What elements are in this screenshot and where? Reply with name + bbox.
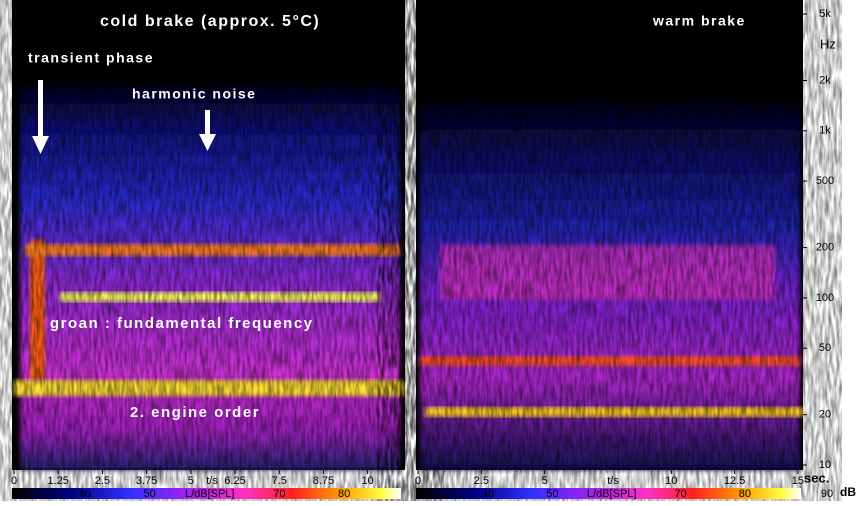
colorbar: [12, 488, 401, 499]
annotation: harmonic noise: [132, 86, 256, 102]
annotation: 2. engine order: [130, 404, 260, 421]
colorbar-tick-label: 90: [821, 488, 833, 500]
y-tick-label: 2k: [819, 74, 831, 86]
colorbar-tick-label: 50: [144, 488, 156, 500]
x-unit: sec.: [804, 470, 829, 485]
y-tick-label: 500: [816, 175, 834, 187]
spectrogram-left: [12, 0, 405, 470]
colorbar-tick-label: 40: [79, 488, 91, 500]
colorbar-tick-label: 80: [739, 488, 751, 500]
x-tick-label: 5: [188, 475, 194, 487]
y-tick-label: 100: [816, 292, 834, 304]
colorbar-tick-label: 30: [14, 488, 26, 500]
y-tick-label: 1k: [819, 125, 831, 137]
colorbar-tick-label: 30: [418, 488, 430, 500]
x-tick-label: 3.75: [136, 475, 157, 487]
x-tick-label: 12.5: [724, 475, 745, 487]
x-tick-label: 10: [362, 475, 374, 487]
colorbar-tick-label: 50: [546, 488, 558, 500]
title: cold brake (approx. 5°C): [100, 13, 320, 30]
y-tick-label: 5k: [819, 8, 831, 20]
y-tick-label: 50: [819, 342, 831, 354]
colorbar-tick-label: 80: [338, 488, 350, 500]
c-unit: dB: [840, 485, 856, 499]
x-axis-label: t/s: [206, 475, 218, 487]
y-tick-label: 10: [819, 459, 831, 471]
spectrogram-right: [416, 0, 803, 470]
title: warm brake: [652, 13, 746, 29]
arrows: [32, 80, 216, 154]
x-tick-label: 0: [11, 475, 17, 487]
annotation: transient phase: [28, 50, 154, 66]
colorbar-label: L/dB[SPL]: [587, 488, 637, 500]
colorbar-tick-label: 40: [482, 488, 494, 500]
colorbar-tick-label: 70: [273, 488, 285, 500]
x-tick-label: 7.5: [272, 475, 287, 487]
x-tick-label: 2.5: [474, 475, 489, 487]
y-axis-label: Hz: [820, 36, 836, 51]
x-tick-label: 2.5: [95, 475, 110, 487]
x-tick-label: 10: [665, 475, 677, 487]
x-axis-label: t/s: [607, 475, 619, 487]
colorbar: [416, 488, 801, 499]
y-tick-label: 20: [819, 409, 831, 421]
annotation: groan : fundamental frequency: [50, 315, 314, 332]
x-tick-label: 1.25: [47, 475, 68, 487]
x-tick-label: 6.25: [224, 475, 245, 487]
x-tick-label: 15: [792, 475, 804, 487]
x-tick-label: 5: [542, 475, 548, 487]
x-tick-label: 0: [415, 475, 421, 487]
y-tick-label: 200: [816, 242, 834, 254]
x-tick-label: 8.75: [313, 475, 334, 487]
colorbar-label: L/dB[SPL]: [185, 488, 235, 500]
colorbar-tick-label: 70: [675, 488, 687, 500]
